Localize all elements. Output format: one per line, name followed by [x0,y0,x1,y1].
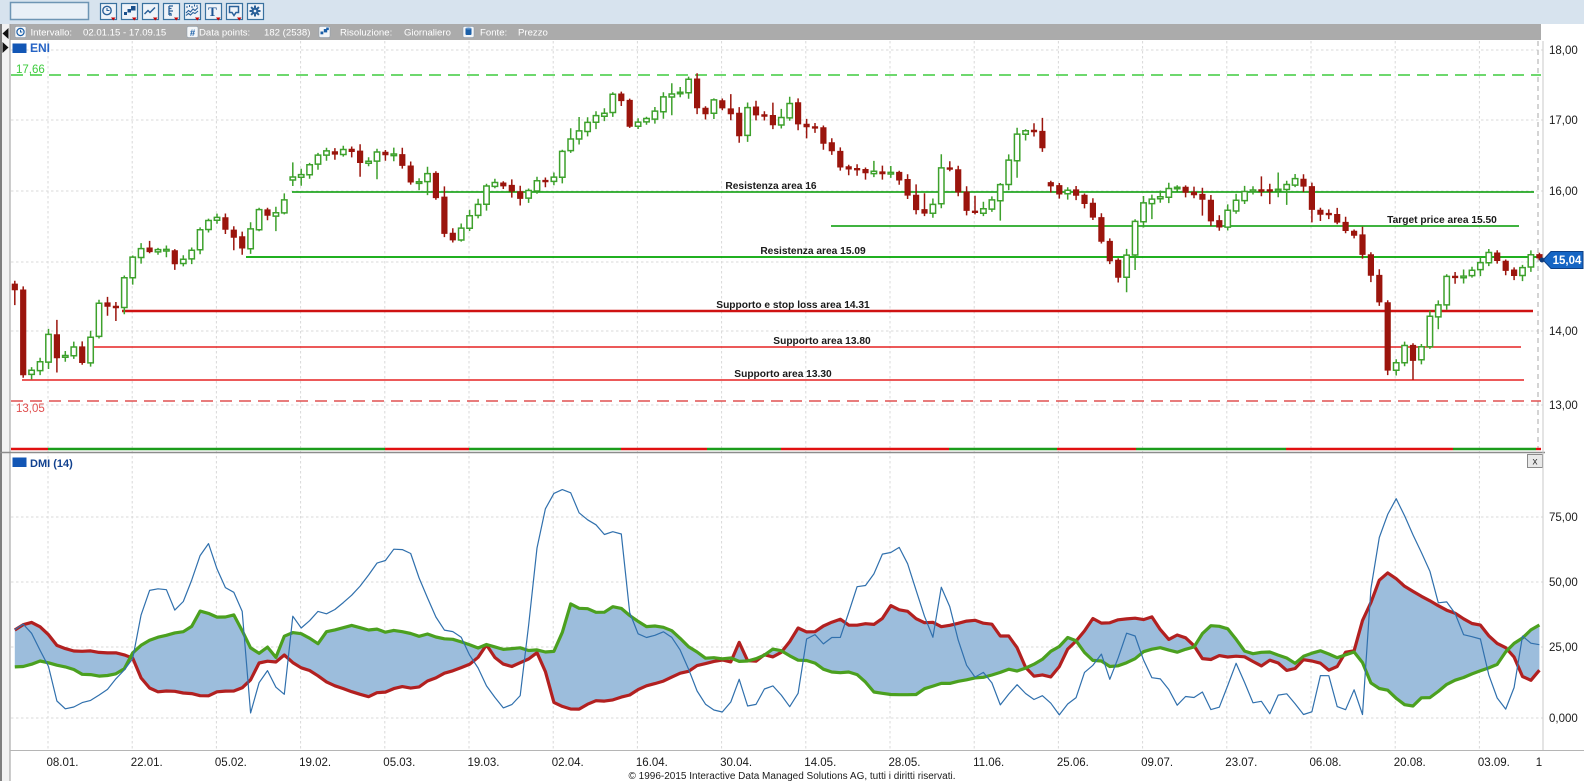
svg-text:23.07.: 23.07. [1225,757,1257,769]
svg-text:Target price area 15.50: Target price area 15.50 [1387,215,1497,226]
svg-text:x: x [1533,457,1538,468]
svg-text:30.04.: 30.04. [720,757,752,769]
svg-text:09.07.: 09.07. [1141,757,1173,769]
svg-text:#: # [190,28,196,39]
svg-text:T: T [208,4,217,19]
svg-text:20.08.: 20.08. [1394,757,1426,769]
svg-text:17,66: 17,66 [16,64,45,76]
svg-text:14.05.: 14.05. [804,757,836,769]
svg-text:05.03.: 05.03. [383,757,415,769]
svg-text:© 1996-2015 Interactive Data M: © 1996-2015 Interactive Data Managed Sol… [629,771,956,781]
svg-text:ENI: ENI [30,41,50,55]
svg-text:06.08.: 06.08. [1310,757,1342,769]
svg-text:1: 1 [1536,757,1542,769]
svg-text:Resistenza area 15.09: Resistenza area 15.09 [760,246,866,257]
svg-text:25,00: 25,00 [1549,642,1578,654]
svg-text:08.01.: 08.01. [47,757,79,769]
svg-text:22.01.: 22.01. [131,757,163,769]
svg-text:28.05.: 28.05. [889,757,921,769]
svg-text:05.02.: 05.02. [215,757,247,769]
svg-text:13,00: 13,00 [1549,400,1578,412]
svg-text:11.06.: 11.06. [973,757,1004,769]
svg-text:75,00: 75,00 [1549,512,1578,524]
svg-text:50,00: 50,00 [1549,577,1578,589]
svg-text:13,05: 13,05 [16,403,45,415]
svg-text:Resistenza area 16: Resistenza area 16 [725,181,817,192]
svg-text:Intervallo:02.01.15 - 17.09.15: Intervallo: 02.01.15 - 17.09.15 [31,28,167,39]
svg-text:16.04.: 16.04. [636,757,668,769]
svg-text:18,00: 18,00 [1549,45,1578,57]
svg-text:03.09.: 03.09. [1478,757,1510,769]
svg-text:0,000: 0,000 [1549,713,1578,725]
svg-text:Supporto area 13.30: Supporto area 13.30 [734,369,832,380]
svg-text:19.03.: 19.03. [468,757,500,769]
svg-text:17,00: 17,00 [1549,115,1578,127]
svg-text:15,04: 15,04 [1553,255,1582,267]
svg-text:DMI (14): DMI (14) [30,458,73,470]
svg-text:19.02.: 19.02. [299,757,331,769]
svg-text:14,00: 14,00 [1549,326,1578,338]
svg-text:16,00: 16,00 [1549,186,1578,198]
svg-text:02.04.: 02.04. [552,757,584,769]
svg-text:25.06.: 25.06. [1057,757,1089,769]
svg-text:Supporto e stop loss area 14.3: Supporto e stop loss area 14.31 [716,300,870,311]
svg-text:Supporto area 13.80: Supporto area 13.80 [773,336,871,347]
